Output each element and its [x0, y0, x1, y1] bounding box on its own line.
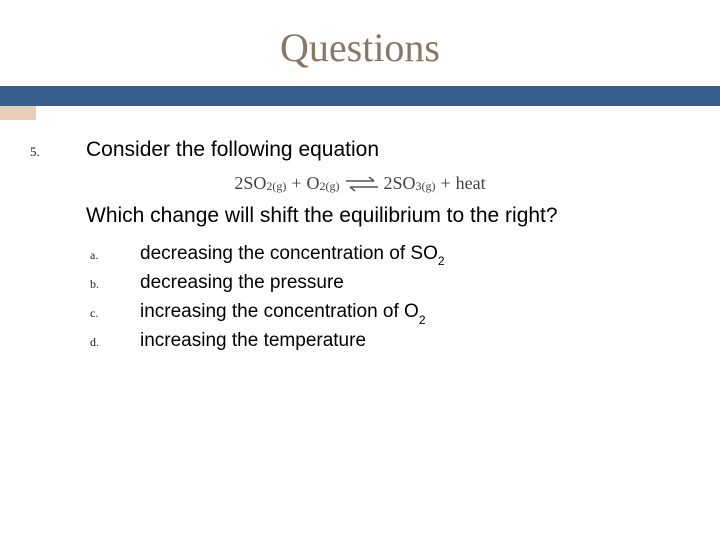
option-c: c. increasing the concentration of O2	[90, 298, 690, 327]
question-number: 5.	[30, 138, 86, 160]
option-letter: c.	[90, 300, 140, 322]
followup-line: Which change will shift the equilibrium …	[30, 200, 690, 229]
slide-title: Questions	[0, 0, 720, 71]
option-b: b. decreasing the pressure	[90, 269, 690, 298]
eq-sub-2b: (g)	[326, 179, 340, 194]
eq-coeff-2: 2	[384, 173, 393, 194]
option-text: increasing the concentration of O2	[140, 298, 426, 327]
option-sub: 2	[438, 254, 445, 268]
option-pre: decreasing the pressure	[140, 272, 344, 293]
option-text: decreasing the concentration of SO2	[140, 240, 445, 269]
option-sub: 2	[419, 313, 426, 327]
question-intro: Consider the following equation	[86, 136, 379, 163]
option-letter: b.	[90, 271, 140, 293]
option-text: decreasing the pressure	[140, 269, 344, 298]
content-area: 5. Consider the following equation 2 SO …	[30, 136, 690, 356]
option-text: increasing the temperature	[140, 327, 366, 356]
option-pre: decreasing the concentration of SO	[140, 243, 438, 264]
eq-plus-2: +	[441, 173, 451, 194]
option-pre: increasing the concentration of O	[140, 301, 419, 322]
followup-spacer	[30, 216, 86, 222]
option-pre: increasing the temperature	[140, 330, 366, 351]
equation: 2 SO 2 (g) + O 2 (g) 2 SO 3	[30, 163, 690, 200]
eq-species-2: O	[307, 173, 320, 194]
eq-sub-1b: (g)	[272, 179, 286, 194]
eq-sub-3b: (g)	[422, 179, 436, 194]
option-a: a. decreasing the concentration of SO2	[90, 240, 690, 269]
option-d: d. increasing the temperature	[90, 327, 690, 356]
question-followup: Which change will shift the equilibrium …	[86, 202, 558, 229]
accent-bar	[0, 86, 720, 106]
equation-inner: 2 SO 2 (g) + O 2 (g) 2 SO 3	[234, 173, 485, 194]
eq-coeff-1: 2	[234, 173, 243, 194]
slide: Questions 5. Consider the following equa…	[0, 0, 720, 540]
sub-accent-bar	[0, 106, 36, 120]
option-letter: a.	[90, 242, 140, 264]
eq-plus-1: +	[291, 173, 301, 194]
eq-species-3: SO	[393, 173, 416, 194]
equilibrium-arrows-icon	[344, 176, 380, 192]
question-line: 5. Consider the following equation	[30, 136, 690, 163]
options-list: a. decreasing the concentration of SO2 b…	[30, 240, 690, 357]
option-letter: d.	[90, 329, 140, 351]
eq-tail: heat	[456, 173, 486, 194]
eq-species-1: SO	[243, 173, 266, 194]
